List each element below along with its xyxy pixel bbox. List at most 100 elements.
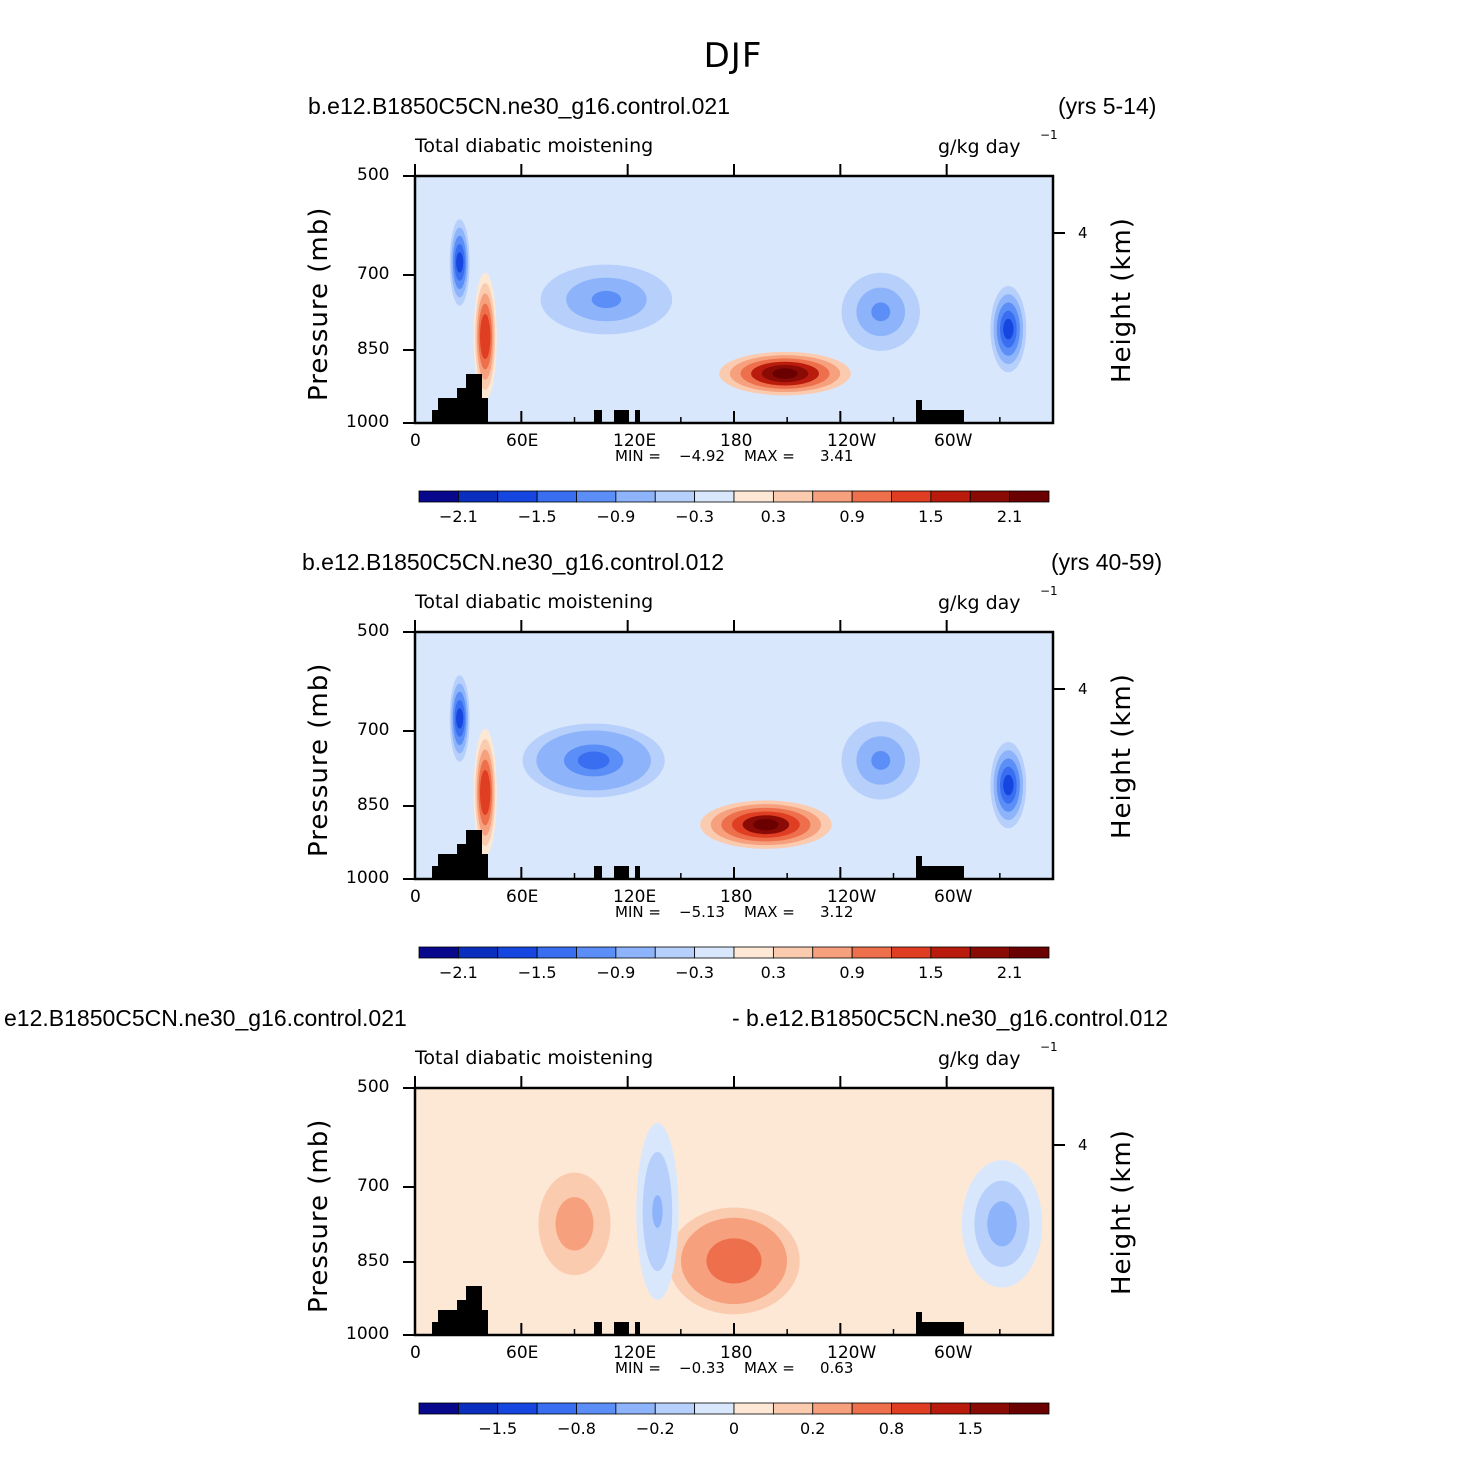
colorbar-swatch bbox=[497, 490, 538, 503]
colorbar-swatch bbox=[812, 946, 853, 959]
y-right-tick-label: 4 bbox=[1078, 224, 1088, 242]
orography-block bbox=[594, 410, 602, 424]
colorbar-swatch bbox=[576, 1402, 617, 1415]
colorbar-label: 2.1 bbox=[996, 963, 1023, 982]
colorbar-swatch bbox=[694, 1402, 735, 1415]
orography-block bbox=[438, 398, 457, 424]
colorbar-swatch bbox=[418, 1402, 459, 1415]
y-tick-label: 1000 bbox=[346, 1324, 390, 1344]
colorbar-swatch bbox=[536, 490, 577, 503]
colorbar-swatch bbox=[615, 946, 656, 959]
colorbar-label: −0.8 bbox=[557, 1419, 596, 1438]
max-value: 0.63 bbox=[820, 1359, 854, 1377]
field-feature-0 bbox=[772, 368, 798, 379]
field-feature-3 bbox=[577, 751, 610, 770]
colorbar-swatch bbox=[457, 490, 499, 503]
field-feature-0 bbox=[719, 1248, 749, 1274]
colorbar-swatch bbox=[694, 946, 735, 959]
orography-block bbox=[457, 844, 466, 880]
orography-block bbox=[635, 410, 640, 424]
units-label: g/kg day bbox=[938, 1048, 1021, 1070]
colorbar-swatch bbox=[654, 946, 696, 959]
orography-block bbox=[614, 866, 629, 880]
panel-3: e12.B1850C5CN.ne30_g16.control.021 - b.e1… bbox=[0, 1000, 1466, 1456]
colorbar-swatch bbox=[615, 490, 656, 503]
x-tick-label: 0 bbox=[410, 887, 421, 907]
orography-block bbox=[922, 1322, 964, 1336]
colorbar-label: −0.3 bbox=[675, 507, 715, 526]
orography-block bbox=[482, 1310, 488, 1336]
colorbar-swatch bbox=[497, 1402, 538, 1415]
y-axis-label-right: Height (km) bbox=[1107, 1129, 1137, 1295]
x-tick-label: 180 bbox=[720, 431, 753, 451]
colorbar-swatch bbox=[497, 946, 538, 959]
colorbar-swatch bbox=[536, 946, 577, 959]
field-feature-2 bbox=[1003, 774, 1014, 796]
orography-block bbox=[635, 1322, 640, 1336]
colorbar-label: 0.8 bbox=[878, 1419, 905, 1438]
y-axis-label: Pressure (mb) bbox=[304, 1118, 334, 1313]
max-label: MAX = bbox=[744, 1359, 795, 1377]
colorbar-swatch bbox=[457, 946, 499, 959]
orography-block bbox=[594, 866, 602, 880]
colorbar-label: 1.5 bbox=[918, 507, 944, 526]
x-tick-label: 120E bbox=[613, 1343, 657, 1363]
plot-title: Total diabatic moistening bbox=[415, 1047, 654, 1069]
colorbar-swatch bbox=[733, 946, 774, 959]
colorbar-swatch bbox=[536, 1402, 577, 1415]
orography-block bbox=[635, 866, 640, 880]
orography-block bbox=[922, 866, 964, 880]
case-title: e12.B1850C5CN.ne30_g16.control.021 bbox=[4, 1005, 407, 1031]
colorbar-swatch bbox=[812, 490, 853, 503]
y-tick-label: 500 bbox=[357, 621, 390, 641]
x-tick-label: 120E bbox=[613, 431, 657, 451]
orography-block bbox=[432, 866, 438, 880]
field-feature-5 bbox=[481, 780, 489, 805]
colorbar-label: 2.1 bbox=[996, 507, 1023, 526]
field-feature-1 bbox=[871, 751, 891, 770]
field-feature-2 bbox=[993, 1211, 1011, 1237]
field-feature-4 bbox=[456, 708, 464, 729]
x-tick-label: 180 bbox=[720, 1343, 753, 1363]
x-tick-label: 0 bbox=[410, 1343, 421, 1363]
field-feature-3 bbox=[591, 290, 622, 309]
colorbar-label: −1.5 bbox=[517, 963, 557, 982]
y-tick-label: 500 bbox=[357, 165, 390, 185]
orography-block bbox=[922, 410, 964, 424]
colorbar-label: 0.3 bbox=[760, 507, 787, 526]
colorbar-swatch bbox=[969, 490, 1011, 503]
colorbar-swatch bbox=[1009, 946, 1050, 959]
years-label: (yrs 40-59) bbox=[1051, 549, 1163, 575]
y-axis-label: Pressure (mb) bbox=[304, 206, 334, 401]
colorbar-swatch bbox=[1009, 1402, 1050, 1415]
colorbar-swatch bbox=[694, 490, 735, 503]
y-tick-label: 850 bbox=[357, 1251, 390, 1271]
y-axis-label-right: Height (km) bbox=[1107, 217, 1137, 383]
min-label: MIN = bbox=[615, 1359, 661, 1377]
field-feature-2 bbox=[1003, 318, 1014, 340]
x-tick-label: 60E bbox=[506, 887, 539, 907]
units-exponent: −1 bbox=[1040, 584, 1058, 598]
colorbar-swatch bbox=[969, 946, 1011, 959]
colorbar-swatch bbox=[772, 490, 814, 503]
y-tick-label: 700 bbox=[357, 264, 390, 284]
colorbar-swatch bbox=[851, 1402, 892, 1415]
orography-block bbox=[916, 400, 922, 424]
colorbar-swatch bbox=[891, 1402, 932, 1415]
colorbar-label: 1.5 bbox=[957, 1419, 983, 1438]
orography-block bbox=[438, 1310, 457, 1336]
colorbar-swatch bbox=[733, 490, 774, 503]
colorbar-label: −2.1 bbox=[438, 507, 478, 526]
y-tick-label: 1000 bbox=[346, 868, 390, 888]
colorbar-swatch bbox=[576, 946, 617, 959]
colorbar-label: −0.9 bbox=[596, 507, 636, 526]
max-value: 3.41 bbox=[820, 447, 854, 465]
orography-block bbox=[466, 1286, 482, 1336]
field-feature-1 bbox=[563, 1209, 586, 1239]
y-tick-label: 850 bbox=[357, 339, 390, 359]
case-title: b.e12.B1850C5CN.ne30_g16.control.021 bbox=[308, 93, 730, 119]
colorbar-swatch bbox=[851, 946, 892, 959]
x-tick-label: 60E bbox=[506, 431, 539, 451]
colorbar-swatch bbox=[654, 1402, 696, 1415]
colorbar-swatch bbox=[891, 490, 932, 503]
